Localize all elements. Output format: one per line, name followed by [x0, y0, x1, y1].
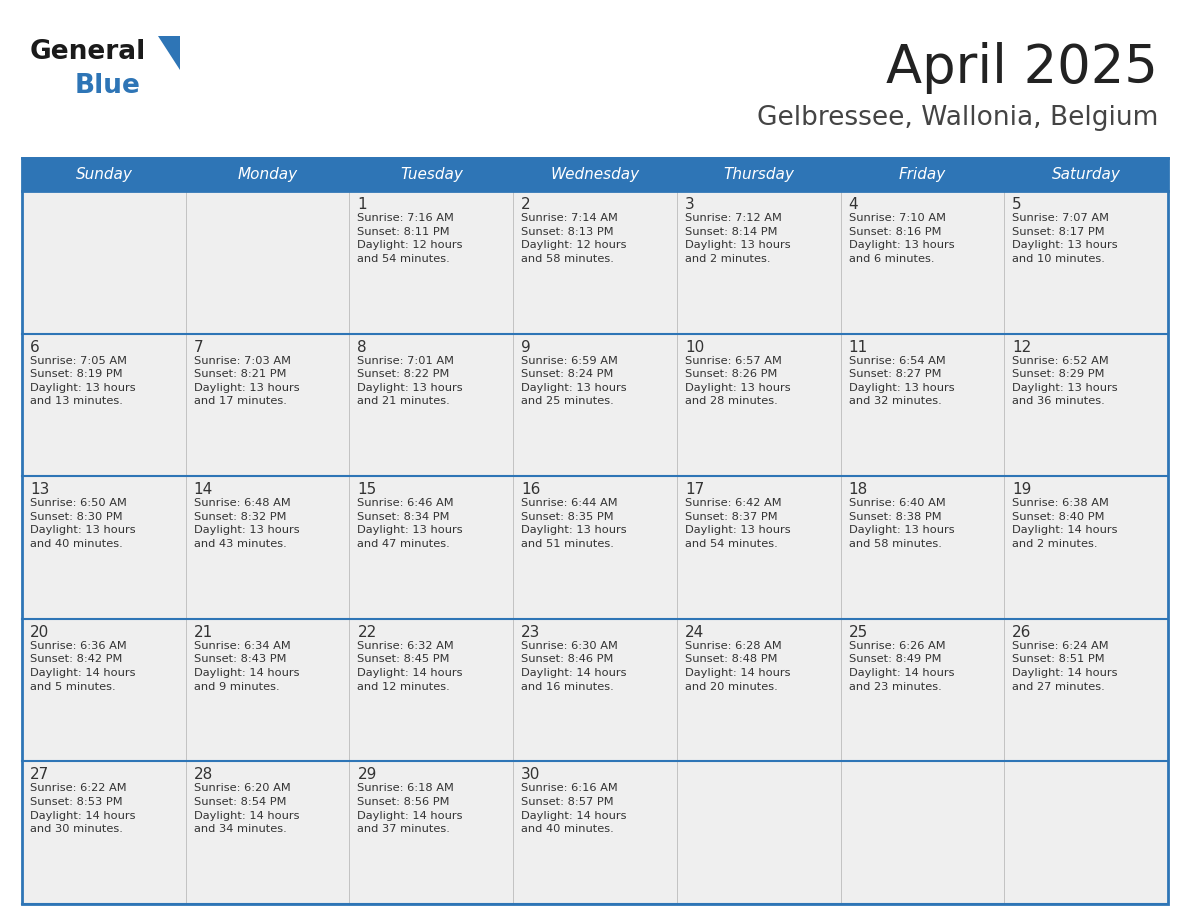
- Text: Friday: Friday: [899, 167, 946, 182]
- Text: 30: 30: [522, 767, 541, 782]
- Text: Sunrise: 6:57 AM
Sunset: 8:26 PM
Daylight: 13 hours
and 28 minutes.: Sunrise: 6:57 AM Sunset: 8:26 PM Dayligh…: [684, 355, 790, 407]
- Text: Sunrise: 7:05 AM
Sunset: 8:19 PM
Daylight: 13 hours
and 13 minutes.: Sunrise: 7:05 AM Sunset: 8:19 PM Dayligh…: [30, 355, 135, 407]
- Text: April 2025: April 2025: [886, 42, 1158, 94]
- Text: 20: 20: [30, 625, 49, 640]
- Text: Sunrise: 7:07 AM
Sunset: 8:17 PM
Daylight: 13 hours
and 10 minutes.: Sunrise: 7:07 AM Sunset: 8:17 PM Dayligh…: [1012, 213, 1118, 263]
- Text: 4: 4: [848, 197, 858, 212]
- Text: 24: 24: [684, 625, 704, 640]
- Text: Sunrise: 6:34 AM
Sunset: 8:43 PM
Daylight: 14 hours
and 9 minutes.: Sunrise: 6:34 AM Sunset: 8:43 PM Dayligh…: [194, 641, 299, 691]
- Polygon shape: [158, 36, 181, 70]
- Text: Sunrise: 6:22 AM
Sunset: 8:53 PM
Daylight: 14 hours
and 30 minutes.: Sunrise: 6:22 AM Sunset: 8:53 PM Dayligh…: [30, 783, 135, 834]
- Bar: [23, 191, 1168, 333]
- Text: 5: 5: [1012, 197, 1022, 212]
- Text: Sunrise: 7:10 AM
Sunset: 8:16 PM
Daylight: 13 hours
and 6 minutes.: Sunrise: 7:10 AM Sunset: 8:16 PM Dayligh…: [848, 213, 954, 263]
- Text: 26: 26: [1012, 625, 1031, 640]
- Text: Sunday: Sunday: [75, 167, 132, 182]
- Bar: [23, 158, 1168, 191]
- Text: 18: 18: [848, 482, 867, 498]
- Text: Sunrise: 6:42 AM
Sunset: 8:37 PM
Daylight: 13 hours
and 54 minutes.: Sunrise: 6:42 AM Sunset: 8:37 PM Dayligh…: [684, 498, 790, 549]
- Text: 27: 27: [30, 767, 49, 782]
- Text: Sunrise: 6:18 AM
Sunset: 8:56 PM
Daylight: 14 hours
and 37 minutes.: Sunrise: 6:18 AM Sunset: 8:56 PM Dayligh…: [358, 783, 463, 834]
- Text: 11: 11: [848, 340, 867, 354]
- Text: Sunrise: 6:54 AM
Sunset: 8:27 PM
Daylight: 13 hours
and 32 minutes.: Sunrise: 6:54 AM Sunset: 8:27 PM Dayligh…: [848, 355, 954, 407]
- Bar: [23, 333, 1168, 476]
- Text: Sunrise: 6:52 AM
Sunset: 8:29 PM
Daylight: 13 hours
and 36 minutes.: Sunrise: 6:52 AM Sunset: 8:29 PM Dayligh…: [1012, 355, 1118, 407]
- Text: Monday: Monday: [238, 167, 298, 182]
- Bar: [23, 476, 1168, 619]
- Text: Sunrise: 7:12 AM
Sunset: 8:14 PM
Daylight: 13 hours
and 2 minutes.: Sunrise: 7:12 AM Sunset: 8:14 PM Dayligh…: [684, 213, 790, 263]
- Text: 21: 21: [194, 625, 213, 640]
- Text: General: General: [30, 39, 146, 65]
- Text: 29: 29: [358, 767, 377, 782]
- Text: Sunrise: 6:32 AM
Sunset: 8:45 PM
Daylight: 14 hours
and 12 minutes.: Sunrise: 6:32 AM Sunset: 8:45 PM Dayligh…: [358, 641, 463, 691]
- Text: 9: 9: [522, 340, 531, 354]
- Text: Gelbressee, Wallonia, Belgium: Gelbressee, Wallonia, Belgium: [757, 105, 1158, 131]
- Text: 12: 12: [1012, 340, 1031, 354]
- Text: Sunrise: 6:38 AM
Sunset: 8:40 PM
Daylight: 14 hours
and 2 minutes.: Sunrise: 6:38 AM Sunset: 8:40 PM Dayligh…: [1012, 498, 1118, 549]
- Text: Tuesday: Tuesday: [400, 167, 462, 182]
- Text: Sunrise: 6:46 AM
Sunset: 8:34 PM
Daylight: 13 hours
and 47 minutes.: Sunrise: 6:46 AM Sunset: 8:34 PM Dayligh…: [358, 498, 463, 549]
- Text: 13: 13: [30, 482, 50, 498]
- Text: Sunrise: 6:20 AM
Sunset: 8:54 PM
Daylight: 14 hours
and 34 minutes.: Sunrise: 6:20 AM Sunset: 8:54 PM Dayligh…: [194, 783, 299, 834]
- Text: 28: 28: [194, 767, 213, 782]
- Text: 25: 25: [848, 625, 867, 640]
- Text: 16: 16: [522, 482, 541, 498]
- Text: Blue: Blue: [75, 73, 141, 99]
- Bar: [23, 619, 1168, 761]
- Text: Thursday: Thursday: [723, 167, 794, 182]
- Text: Sunrise: 7:14 AM
Sunset: 8:13 PM
Daylight: 12 hours
and 58 minutes.: Sunrise: 7:14 AM Sunset: 8:13 PM Dayligh…: [522, 213, 626, 263]
- Text: Saturday: Saturday: [1051, 167, 1120, 182]
- Text: 10: 10: [684, 340, 704, 354]
- Text: Wednesday: Wednesday: [550, 167, 639, 182]
- Text: Sunrise: 7:01 AM
Sunset: 8:22 PM
Daylight: 13 hours
and 21 minutes.: Sunrise: 7:01 AM Sunset: 8:22 PM Dayligh…: [358, 355, 463, 407]
- Text: 8: 8: [358, 340, 367, 354]
- Text: Sunrise: 6:26 AM
Sunset: 8:49 PM
Daylight: 14 hours
and 23 minutes.: Sunrise: 6:26 AM Sunset: 8:49 PM Dayligh…: [848, 641, 954, 691]
- Text: Sunrise: 6:28 AM
Sunset: 8:48 PM
Daylight: 14 hours
and 20 minutes.: Sunrise: 6:28 AM Sunset: 8:48 PM Dayligh…: [684, 641, 790, 691]
- Text: 19: 19: [1012, 482, 1031, 498]
- Bar: [23, 761, 1168, 904]
- Text: 22: 22: [358, 625, 377, 640]
- Text: Sunrise: 6:48 AM
Sunset: 8:32 PM
Daylight: 13 hours
and 43 minutes.: Sunrise: 6:48 AM Sunset: 8:32 PM Dayligh…: [194, 498, 299, 549]
- Text: Sunrise: 6:30 AM
Sunset: 8:46 PM
Daylight: 14 hours
and 16 minutes.: Sunrise: 6:30 AM Sunset: 8:46 PM Dayligh…: [522, 641, 626, 691]
- Text: Sunrise: 6:44 AM
Sunset: 8:35 PM
Daylight: 13 hours
and 51 minutes.: Sunrise: 6:44 AM Sunset: 8:35 PM Dayligh…: [522, 498, 627, 549]
- Text: Sunrise: 7:03 AM
Sunset: 8:21 PM
Daylight: 13 hours
and 17 minutes.: Sunrise: 7:03 AM Sunset: 8:21 PM Dayligh…: [194, 355, 299, 407]
- Text: 3: 3: [684, 197, 695, 212]
- Text: Sunrise: 7:16 AM
Sunset: 8:11 PM
Daylight: 12 hours
and 54 minutes.: Sunrise: 7:16 AM Sunset: 8:11 PM Dayligh…: [358, 213, 463, 263]
- Text: Sunrise: 6:40 AM
Sunset: 8:38 PM
Daylight: 13 hours
and 58 minutes.: Sunrise: 6:40 AM Sunset: 8:38 PM Dayligh…: [848, 498, 954, 549]
- Text: Sunrise: 6:36 AM
Sunset: 8:42 PM
Daylight: 14 hours
and 5 minutes.: Sunrise: 6:36 AM Sunset: 8:42 PM Dayligh…: [30, 641, 135, 691]
- Text: 17: 17: [684, 482, 704, 498]
- Bar: [23, 158, 1168, 904]
- Text: 1: 1: [358, 197, 367, 212]
- Text: 15: 15: [358, 482, 377, 498]
- Text: Sunrise: 6:16 AM
Sunset: 8:57 PM
Daylight: 14 hours
and 40 minutes.: Sunrise: 6:16 AM Sunset: 8:57 PM Dayligh…: [522, 783, 626, 834]
- Text: 6: 6: [30, 340, 39, 354]
- Text: 7: 7: [194, 340, 203, 354]
- Text: 14: 14: [194, 482, 213, 498]
- Text: Sunrise: 6:59 AM
Sunset: 8:24 PM
Daylight: 13 hours
and 25 minutes.: Sunrise: 6:59 AM Sunset: 8:24 PM Dayligh…: [522, 355, 627, 407]
- Text: Sunrise: 6:50 AM
Sunset: 8:30 PM
Daylight: 13 hours
and 40 minutes.: Sunrise: 6:50 AM Sunset: 8:30 PM Dayligh…: [30, 498, 135, 549]
- Text: 23: 23: [522, 625, 541, 640]
- Text: 2: 2: [522, 197, 531, 212]
- Text: Sunrise: 6:24 AM
Sunset: 8:51 PM
Daylight: 14 hours
and 27 minutes.: Sunrise: 6:24 AM Sunset: 8:51 PM Dayligh…: [1012, 641, 1118, 691]
